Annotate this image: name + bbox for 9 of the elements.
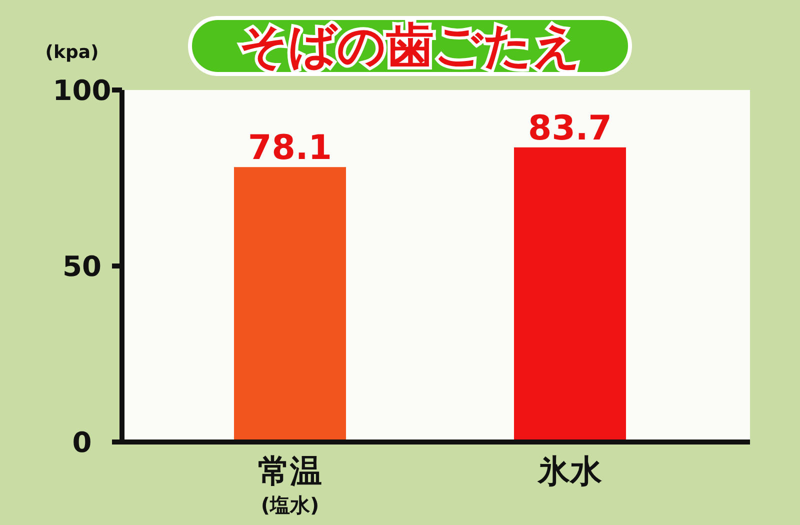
data-label: 83.7 — [528, 108, 612, 148]
y-tick-label: 0 — [72, 426, 92, 459]
chart-title: そばの歯ごたえ — [239, 18, 581, 74]
x-tick-label: 常温 (塩水) — [258, 452, 322, 517]
y-axis-title: (kpa) — [45, 42, 99, 63]
y-tick-label: 50 — [62, 250, 102, 283]
data-label: 78.1 — [248, 128, 332, 168]
y-tick-label: 100 — [52, 74, 112, 107]
x-tick-label: 氷水 — [537, 452, 603, 490]
